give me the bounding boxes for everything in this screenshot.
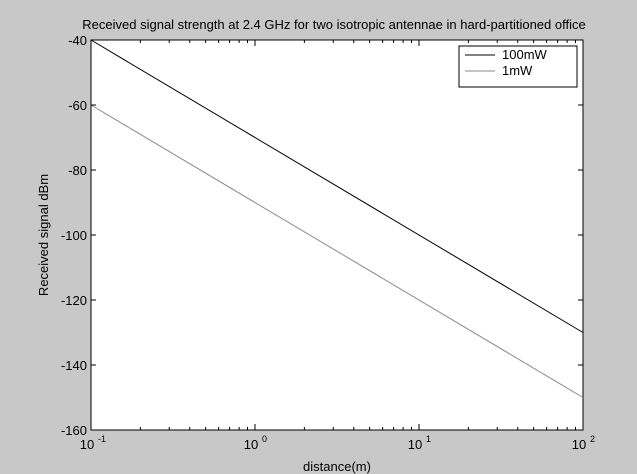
y-tick-label: -60 bbox=[68, 98, 87, 113]
legend-label-1: 1mW bbox=[502, 63, 533, 78]
series-line-1 bbox=[90, 104, 584, 398]
chart-title: Received signal strength at 2.4 GHz for … bbox=[82, 17, 585, 32]
x-tick-label-exponent: 2 bbox=[590, 434, 595, 444]
plot-area bbox=[90, 39, 584, 431]
series-line-0 bbox=[90, 39, 584, 333]
x-tick-label: 10 bbox=[244, 437, 258, 452]
x-tick-label: 10 bbox=[408, 437, 422, 452]
y-tick-label: -140 bbox=[61, 358, 87, 373]
y-tick-label: -80 bbox=[68, 163, 87, 178]
x-axis-label: distance(m) bbox=[303, 459, 371, 474]
y-axis-label: Received signal dBm bbox=[36, 174, 51, 296]
x-tick-label: 10 bbox=[572, 437, 586, 452]
x-tick-label-exponent: -1 bbox=[98, 434, 106, 444]
x-tick-label-exponent: 0 bbox=[262, 434, 267, 444]
y-tick-label: -160 bbox=[61, 423, 87, 438]
x-tick-label: 10 bbox=[80, 437, 94, 452]
series-layer bbox=[90, 39, 584, 398]
y-tick-label: -100 bbox=[61, 228, 87, 243]
legend-label-0: 100mW bbox=[502, 47, 548, 62]
y-tick-label: -40 bbox=[68, 33, 87, 48]
x-tick-label-exponent: 1 bbox=[426, 434, 431, 444]
y-tick-label: -120 bbox=[61, 293, 87, 308]
legend-box bbox=[458, 45, 578, 88]
